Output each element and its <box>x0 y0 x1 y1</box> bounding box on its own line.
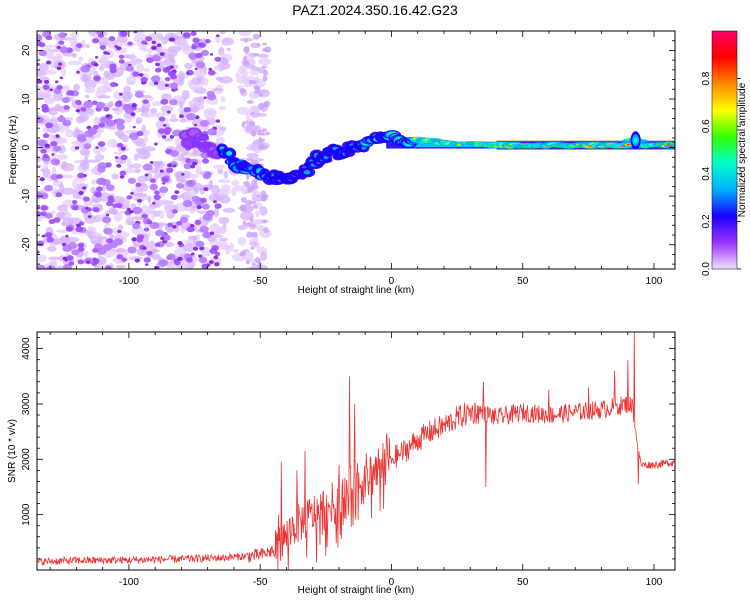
snr-y-tick-label: 3000 <box>21 392 32 415</box>
snr-x-tick-label: -50 <box>253 577 268 588</box>
spectrogram-x-tick-label: 100 <box>646 276 663 287</box>
snr-y-tick-label: 2000 <box>21 448 32 471</box>
spectrogram-x-tick-label: -50 <box>253 276 268 287</box>
colorbar: 0.0 0.2 0.4 0.6 0.8 Normalized spectral ampl… <box>701 30 748 276</box>
colorbar-label: Normalized spectral amplitude <box>737 82 748 217</box>
snr-x-tick-label: 0 <box>389 577 395 588</box>
spectrogram-x-axis: -100 -50 0 50 100 <box>49 31 663 287</box>
colorbar-gradient <box>712 31 737 269</box>
spectrogram-x-tick-label: 50 <box>517 276 529 287</box>
snr-x-tick-label: -100 <box>119 577 139 588</box>
snr-plot-area <box>37 332 675 570</box>
colorbar-frame <box>711 30 738 270</box>
spectrogram-x-label: Height of straight line (km) <box>298 285 415 296</box>
spectrogram-y-axis: -20 -10 0 10 20 <box>21 30 675 265</box>
spectrogram-y-tick-label: -20 <box>21 237 32 252</box>
spectrogram-x-tick-label: 0 <box>389 276 395 287</box>
snr-y-axis: 1000 2000 3000 4000 <box>21 337 675 571</box>
snr-x-tick-label: 50 <box>517 577 529 588</box>
snr-x-label: Height of straight line (km) <box>298 585 415 596</box>
spectrogram-frame <box>36 30 676 270</box>
figure-title: PAZ1.2024.350.16.42.G23 <box>292 2 458 18</box>
snr-x-axis: -100 -50 0 50 100 <box>49 332 663 588</box>
colorbar-tick-label: 0.4 <box>701 166 712 180</box>
snr-y-tick-label: 4000 <box>21 337 32 360</box>
spectrogram-plot-area <box>37 31 675 269</box>
snr-x-tick-label: 100 <box>646 577 663 588</box>
noise-blobs <box>37 31 272 269</box>
snr-frame <box>36 331 676 571</box>
snr-series-line <box>37 332 675 570</box>
colorbar-tick-label: 0.0 <box>701 262 712 276</box>
colorbar-tick-label: 0.8 <box>701 71 712 85</box>
colorbar-tick-label: 0.2 <box>701 214 712 228</box>
spectrogram-x-tick-label: -100 <box>119 276 139 287</box>
spectrogram-y-label: Frequency (Hz) <box>8 116 19 185</box>
snr-panel: -100 -50 0 50 100 1000 2000 3000 4000 Height of… <box>7 331 676 596</box>
spectrogram-y-tick-label: 0 <box>21 144 32 150</box>
spectrogram-y-tick-label: -10 <box>21 188 32 203</box>
snr-y-label: SNR (10 * v/v) <box>7 419 18 483</box>
spectrogram-y-tick-label: 10 <box>21 93 32 105</box>
colorbar-ticks: 0.0 0.2 0.4 0.6 0.8 <box>701 71 741 276</box>
colorbar-tick-label: 0.6 <box>701 119 712 133</box>
snr-y-tick-label: 1000 <box>21 503 32 526</box>
spectrogram-y-tick-label: 20 <box>21 44 32 56</box>
spectral-ridge <box>178 127 675 186</box>
